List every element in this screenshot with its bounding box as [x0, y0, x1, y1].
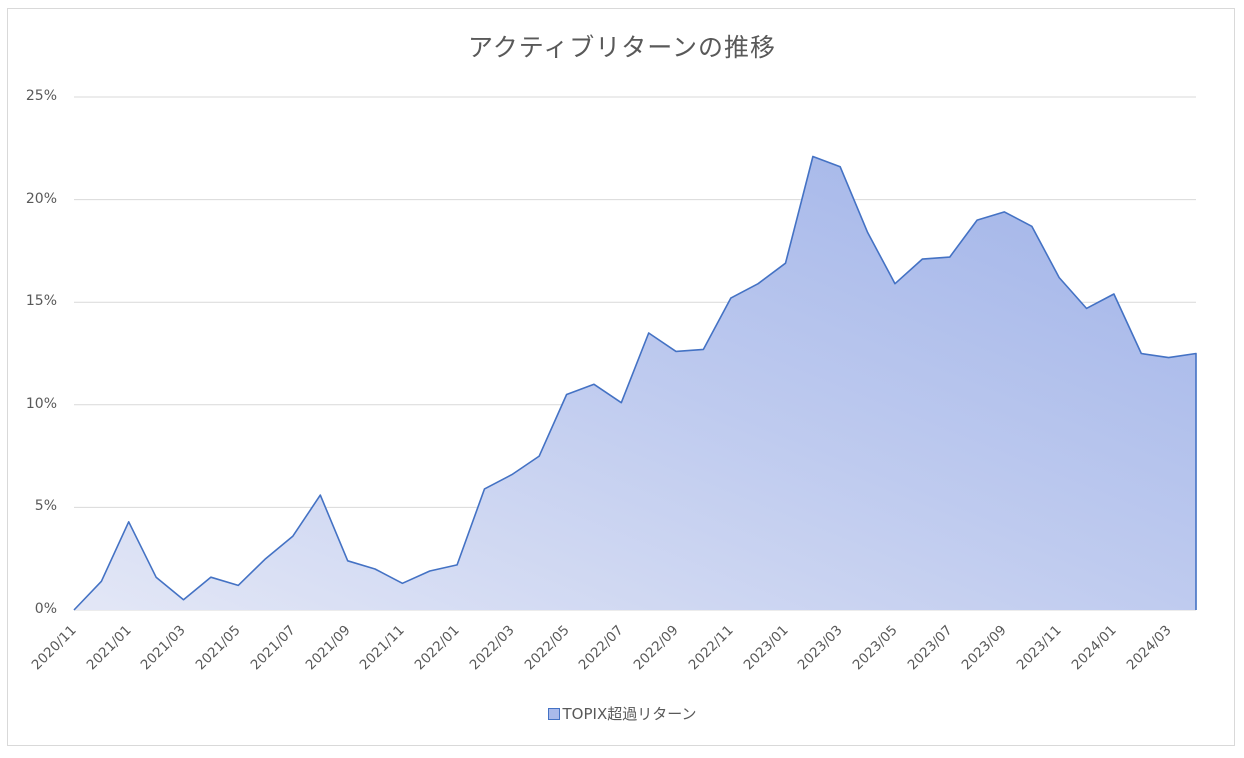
y-tick-label: 15%	[25, 293, 57, 310]
chart-title: アクティブリターンの推移	[467, 33, 776, 62]
y-tick-label: 5%	[34, 498, 57, 515]
legend-label: TOPIX超過リターン	[562, 705, 697, 723]
y-tick-label: 20%	[25, 190, 57, 207]
area-series-topix-excess-return	[74, 156, 1196, 610]
series-line	[73, 155, 1197, 611]
y-tick-label: 25%	[25, 88, 57, 104]
y-tick-label: 0%	[34, 601, 57, 617]
y-tick-label: 10%	[25, 395, 57, 412]
legend-swatch-icon	[547, 707, 560, 720]
legend: TOPIX超過リターン	[0, 703, 1244, 724]
